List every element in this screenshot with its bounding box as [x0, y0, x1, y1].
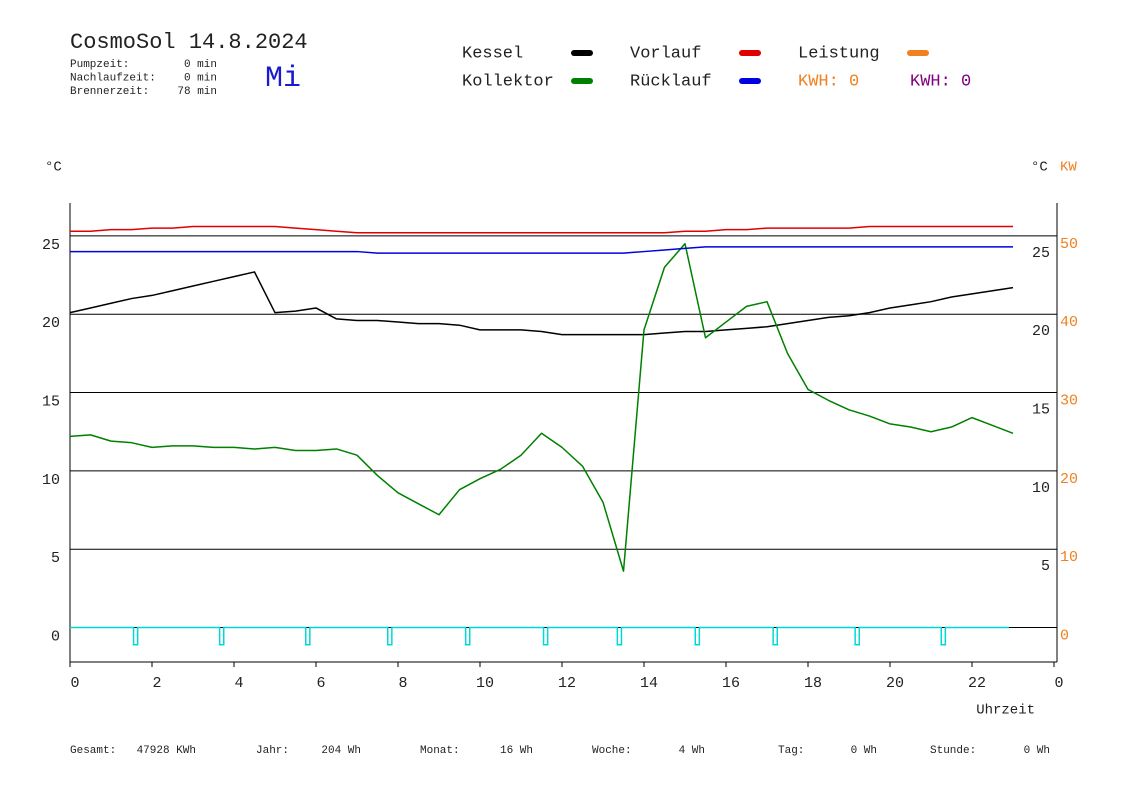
footer-value: 47928 KWh — [137, 745, 196, 757]
y2-power-unit: KW — [1060, 160, 1077, 176]
footer-label: Stunde: — [930, 745, 976, 757]
title: CosmoSol 14.8.2024 — [70, 30, 308, 55]
footer-label: Gesamt: — [70, 745, 116, 757]
y2-tick-label: 30 — [1060, 393, 1078, 410]
series-line — [70, 246, 1013, 254]
y-right-tick-label: 10 — [1032, 480, 1050, 497]
y2-unit: °C — [1031, 160, 1048, 176]
y-tick-label: 25 — [42, 237, 60, 254]
y-right-tick-label: 15 — [1032, 402, 1050, 419]
x-tick-label: 16 — [722, 675, 740, 692]
footer-label: Jahr: — [256, 745, 289, 757]
stat-label: Pumpzeit: — [70, 59, 129, 71]
x-tick-label: 6 — [316, 675, 325, 692]
series-line — [70, 225, 1013, 234]
x-label: Uhrzeit — [976, 703, 1035, 719]
y-right-tick-label: 25 — [1032, 245, 1050, 262]
footer-value: 4 Wh — [679, 745, 705, 757]
y-right-tick-label: 5 — [1041, 558, 1050, 575]
y2-tick-label: 10 — [1060, 549, 1078, 566]
y-right-tick-label: 20 — [1032, 323, 1050, 340]
x-tick-label: 8 — [398, 675, 407, 692]
y2-tick-label: 40 — [1060, 314, 1078, 331]
footer-value: 0 Wh — [1024, 745, 1050, 757]
legend-label: Rücklauf — [630, 72, 712, 91]
x-tick-label: 22 — [968, 675, 986, 692]
x-tick-label: 18 — [804, 675, 822, 692]
legend-label: Kessel — [462, 44, 523, 63]
stat-label: Brennerzeit: — [70, 86, 149, 98]
series-line — [69, 271, 1014, 336]
x-tick-label: 2 — [152, 675, 161, 692]
footer-label: Monat: — [420, 745, 460, 757]
weekday: Mi — [265, 62, 301, 96]
stat-value: 0 min — [184, 59, 217, 71]
x-tick-label: 10 — [476, 675, 494, 692]
y-tick-label: 10 — [42, 472, 60, 489]
y2-tick-label: 20 — [1060, 471, 1078, 488]
x-tick-label: 0 — [1054, 675, 1063, 692]
y-tick-label: 15 — [42, 394, 60, 411]
y-unit: °C — [45, 160, 62, 176]
footer-label: Woche: — [592, 745, 632, 757]
x-tick-label: 4 — [234, 675, 243, 692]
x-tick-label: 20 — [886, 675, 904, 692]
kwh-label: KWH: 0 — [910, 72, 971, 91]
kwh-label: KWH: 0 — [798, 72, 859, 91]
x-tick-label: 14 — [640, 675, 658, 692]
stat-value: 0 min — [184, 72, 217, 84]
footer-label: Tag: — [778, 745, 804, 757]
footer-value: 204 Wh — [321, 745, 361, 757]
legend-label: Kollektor — [462, 72, 554, 91]
y2-tick-label: 50 — [1060, 236, 1078, 253]
y-tick-label: 0 — [51, 629, 60, 646]
x-tick-label: 12 — [558, 675, 576, 692]
series-line — [69, 242, 1014, 572]
y-tick-label: 5 — [51, 550, 60, 567]
pump-line — [70, 626, 1009, 646]
y-tick-label: 20 — [42, 315, 60, 332]
x-tick-label: 0 — [70, 675, 79, 692]
stat-value: 78 min — [177, 86, 217, 98]
stat-label: Nachlaufzeit: — [70, 72, 156, 84]
legend-label: Vorlauf — [630, 44, 701, 63]
footer-value: 16 Wh — [500, 745, 533, 757]
footer-value: 0 Wh — [851, 745, 877, 757]
legend-label: Leistung — [798, 44, 880, 63]
y2-tick-label: 0 — [1060, 628, 1069, 645]
